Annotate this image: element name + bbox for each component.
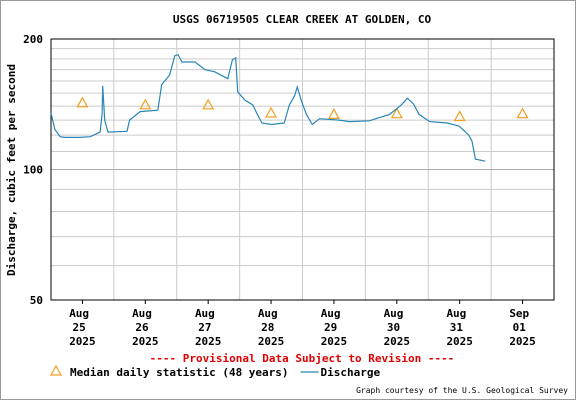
median-marker [390, 107, 403, 119]
median-marker [76, 96, 89, 108]
y-tick-label: 100 [23, 164, 43, 177]
provisional-notice: ---- Provisional Data Subject to Revisio… [150, 352, 455, 365]
median-marker [327, 108, 340, 119]
x-tick-label: Aug 26 2025 [132, 307, 159, 348]
x-tick-label: Aug 31 2025 [446, 307, 473, 348]
legend-marker [49, 364, 63, 376]
y-tick-label: 50 [30, 294, 43, 307]
x-tick-label: Aug 30 2025 [384, 307, 411, 348]
credit: Graph courtesy of the U.S. Geological Su… [356, 386, 568, 395]
legend-label: Discharge [321, 366, 381, 379]
legend-label: Median daily statistic (48 years) [70, 366, 289, 379]
x-tick-label: Aug 27 2025 [195, 307, 222, 348]
y-axis-label: Discharge, cubic feet per second [5, 64, 18, 276]
chart-title: USGS 06719505 CLEAR CREEK AT GOLDEN, CO [173, 13, 432, 26]
x-tick-label: Aug 29 2025 [321, 307, 348, 348]
median-marker [265, 106, 278, 118]
plot-border [50, 38, 555, 301]
median-marker [202, 98, 215, 110]
median-marker [139, 98, 152, 110]
y-tick-label: 200 [23, 33, 43, 46]
x-tick-label: Aug 25 2025 [69, 307, 96, 348]
x-tick-label: Aug 28 2025 [258, 307, 285, 348]
discharge-line [50, 53, 486, 162]
median-marker [516, 107, 529, 119]
median-marker [453, 110, 466, 122]
x-tick-label: Sep 01 2025 [509, 307, 536, 348]
